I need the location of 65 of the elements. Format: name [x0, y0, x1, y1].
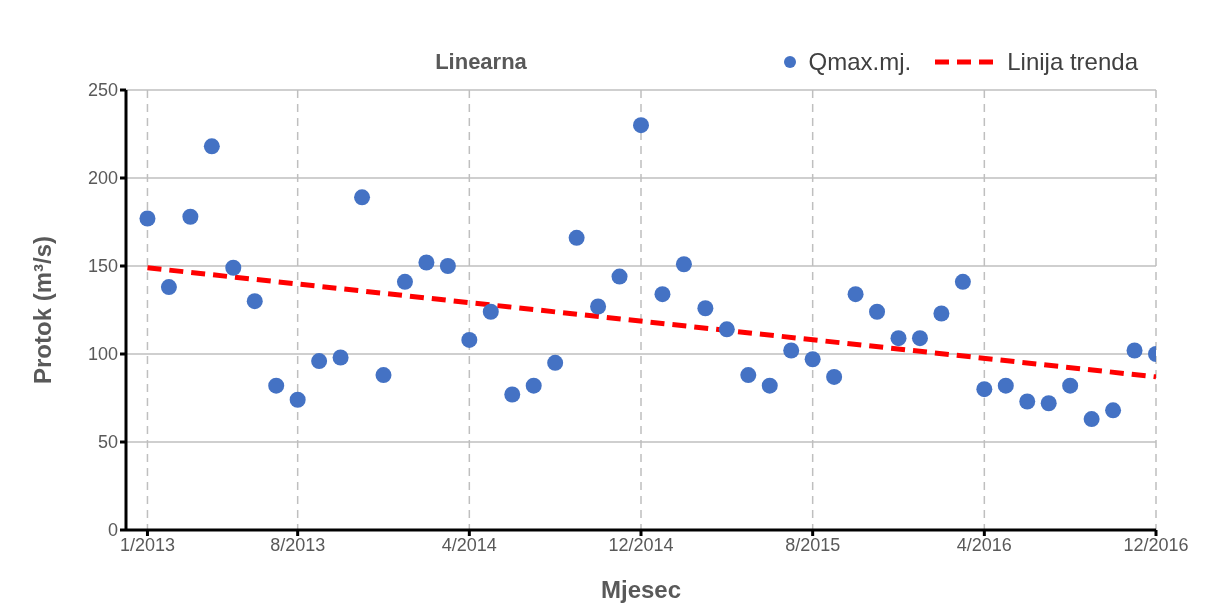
- point: [246, 293, 263, 310]
- point: [354, 189, 371, 206]
- chart-title: Linearna: [434, 49, 528, 75]
- point: [332, 349, 349, 366]
- point: [461, 331, 478, 348]
- legend-label: Linija trenda: [1007, 48, 1138, 76]
- y-tick-label: 200: [87, 168, 118, 189]
- point: [1062, 377, 1079, 394]
- point: [697, 300, 714, 317]
- point: [1083, 411, 1100, 428]
- point: [847, 286, 864, 303]
- point: [139, 210, 156, 227]
- y-tick-label: 100: [87, 344, 118, 365]
- point: [933, 305, 950, 322]
- point: [547, 354, 564, 371]
- y-tick-label: 250: [87, 80, 118, 101]
- point: [783, 342, 800, 359]
- point: [976, 381, 993, 398]
- point: [289, 391, 306, 408]
- point: [268, 377, 285, 394]
- point: [718, 321, 735, 338]
- point: [890, 330, 907, 347]
- point: [633, 117, 649, 134]
- point: [590, 298, 607, 315]
- point: [997, 377, 1014, 394]
- point: [203, 138, 220, 155]
- point: [1126, 342, 1143, 359]
- point: [396, 273, 413, 290]
- y-tick-label: 150: [87, 256, 118, 277]
- y-tick-label: 50: [97, 432, 118, 453]
- x-tick-label: 4/2016: [956, 534, 1012, 555]
- y-axis-title: Protok (m³/s): [28, 235, 56, 385]
- point: [311, 353, 328, 370]
- point: [911, 330, 928, 347]
- x-tick-label: 12/2016: [1123, 534, 1189, 555]
- point: [761, 377, 778, 394]
- point: [869, 303, 886, 320]
- point: [654, 286, 671, 303]
- point: [504, 386, 521, 403]
- point: [160, 279, 177, 296]
- point: [826, 368, 843, 385]
- point: [1105, 402, 1122, 419]
- x-axis-title: Mjesec: [600, 576, 682, 603]
- point: [375, 367, 392, 384]
- x-tick-label: 1/2013: [119, 534, 175, 555]
- x-tick-label: 8/2013: [270, 534, 326, 555]
- point: [418, 254, 435, 271]
- point: [675, 256, 692, 273]
- point: [1040, 395, 1057, 412]
- point: [740, 367, 757, 384]
- point: [1019, 393, 1036, 410]
- y-tick-label: 0: [107, 520, 118, 541]
- point: [954, 273, 971, 290]
- x-tick-label: 12/2014: [608, 534, 674, 555]
- point: [804, 351, 821, 368]
- legend-label: Qmax.mj.: [808, 48, 912, 76]
- point: [482, 303, 499, 320]
- point: [182, 208, 199, 225]
- point: [525, 377, 542, 394]
- point: [439, 258, 456, 274]
- x-tick-label: 4/2014: [441, 534, 497, 555]
- point: [611, 268, 628, 285]
- x-tick-label: 8/2015: [785, 534, 841, 555]
- point: [568, 229, 585, 246]
- point: [225, 259, 242, 276]
